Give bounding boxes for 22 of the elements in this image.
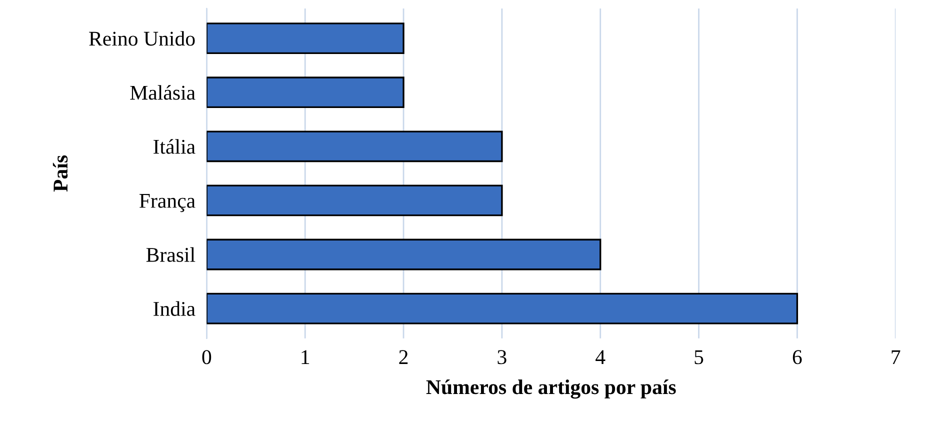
- y-tick-label: França: [139, 194, 196, 212]
- bar: [206, 22, 404, 54]
- y-tick-label: Reino Unido: [89, 31, 195, 46]
- x-tick-label: 4: [596, 350, 606, 364]
- bar: [206, 292, 798, 324]
- x-tick-label: 7: [892, 350, 900, 364]
- bar: [206, 76, 404, 108]
- y-tick-label: Malásia: [130, 85, 196, 100]
- x-tick-label: 2: [399, 350, 408, 364]
- x-tick-label: 6: [792, 350, 802, 364]
- bar: [206, 184, 503, 216]
- x-axis-title: Números de artigos por país: [426, 380, 676, 399]
- y-tick-label: India: [154, 301, 196, 316]
- y-axis-title: País: [52, 155, 68, 192]
- y-tick-label: Brasil: [146, 247, 196, 262]
- bar: [206, 130, 503, 162]
- x-tick-label: 1: [302, 350, 310, 364]
- x-tick-label: 3: [498, 350, 506, 364]
- x-tick-label: 0: [202, 350, 212, 364]
- bar: [206, 238, 602, 270]
- y-tick-label: Itália: [154, 139, 196, 154]
- x-tick-label: 5: [694, 350, 704, 364]
